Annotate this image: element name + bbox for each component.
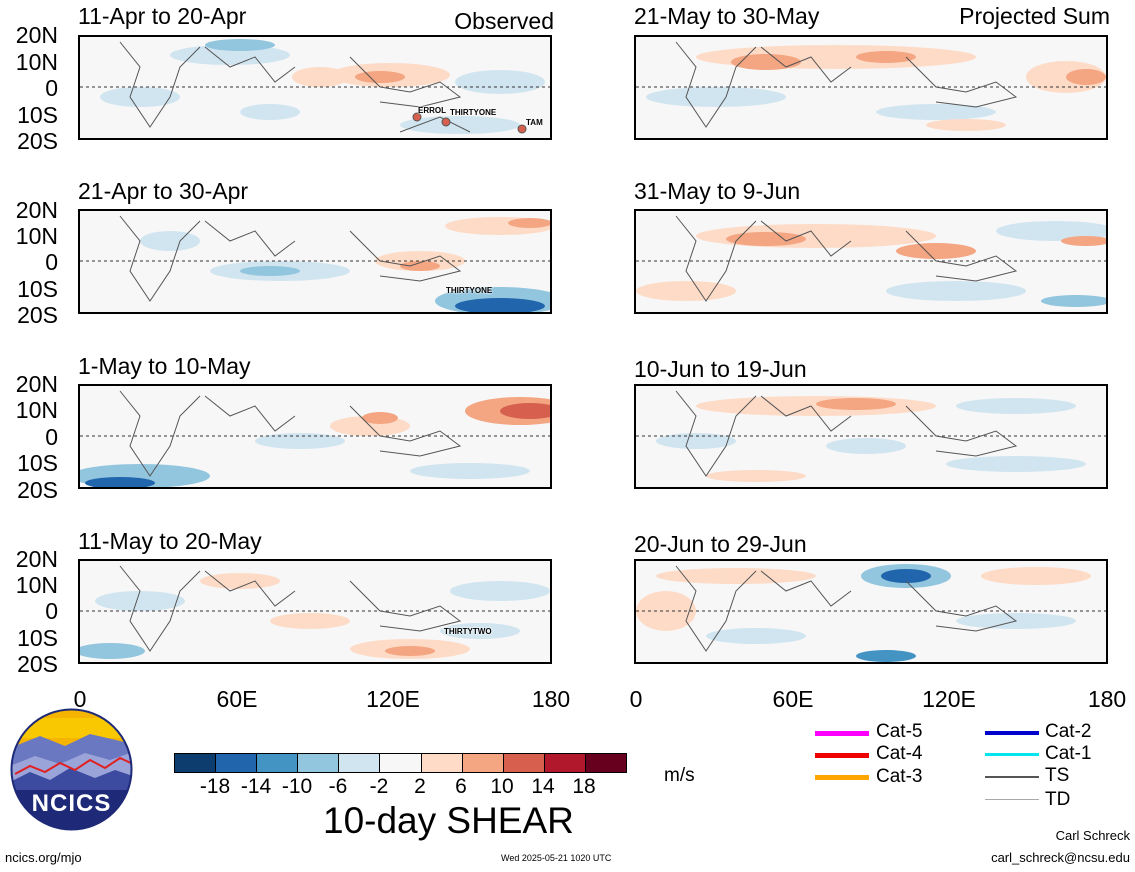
lat-label: 20N xyxy=(15,197,58,223)
lat-label: 20N xyxy=(15,371,58,397)
legend-swatch-cat2 xyxy=(985,731,1039,735)
colorbar-tick-label: -6 xyxy=(328,775,348,798)
legend-label: TS xyxy=(1045,765,1070,786)
lat-label: 0 xyxy=(45,424,58,450)
legend-swatch-cat4 xyxy=(815,753,869,758)
storm-label: THIRTYONE xyxy=(450,108,497,117)
lon-label: 0 xyxy=(629,686,643,712)
legend-label: Cat-1 xyxy=(1045,743,1092,764)
panel-label: Projected Sum xyxy=(959,3,1110,29)
colorbar-swatch xyxy=(338,754,380,772)
colorbar-tick-label: 14 xyxy=(531,775,555,798)
legend-label: Cat-4 xyxy=(876,743,923,764)
panel-title: 31-May to 9-Jun xyxy=(634,178,801,204)
storm-label: THIRTYTWO xyxy=(444,627,492,636)
colorbar-tick-label: -10 xyxy=(281,775,313,798)
lon-label: 120E xyxy=(366,686,420,712)
shear-map xyxy=(634,384,1108,489)
shear-map xyxy=(634,35,1108,140)
panel-title: 10-Jun to 19-Jun xyxy=(634,356,807,382)
colorbar-swatch xyxy=(584,754,627,772)
colorbar-title: 10-day SHEAR xyxy=(323,800,574,841)
footer-url[interactable]: ncics.org/mjo xyxy=(5,850,82,865)
lat-label: 10S xyxy=(17,450,58,476)
panel-title: 11-May to 20-May xyxy=(78,528,262,554)
shear-map xyxy=(78,384,552,489)
footer-email[interactable]: carl_schreck@ncsu.edu xyxy=(991,850,1130,865)
colorbar-swatch xyxy=(420,754,462,772)
colorbar-swatch xyxy=(502,754,544,772)
lat-label: 10S xyxy=(17,625,58,651)
colorbar-tick-label: 18 xyxy=(572,775,596,798)
lon-label: 180 xyxy=(531,686,571,712)
colorbar-tick-label: 2 xyxy=(414,775,426,798)
footer-author: Carl Schreck xyxy=(1055,828,1130,843)
shear-map xyxy=(634,209,1108,314)
legend-swatch-td xyxy=(985,799,1039,800)
lat-label: 10S xyxy=(17,102,58,128)
shear-map xyxy=(634,559,1108,664)
lat-label: 10S xyxy=(17,276,58,302)
colorbar-tick-label: -2 xyxy=(369,775,389,798)
colorbar-tick-label: -18 xyxy=(199,775,231,798)
panel-title: 21-May to 30-May xyxy=(634,3,820,29)
colorbar-swatches xyxy=(174,753,627,773)
colorbar-tick-label: 6 xyxy=(455,775,467,798)
lon-label: 120E xyxy=(922,686,976,712)
shear-map xyxy=(78,35,552,140)
shear-map xyxy=(78,209,552,314)
lat-label: 10N xyxy=(15,572,58,598)
lat-label: 20N xyxy=(15,546,58,572)
colorbar-tick-label: -14 xyxy=(240,775,272,798)
legend-label: Cat-3 xyxy=(876,766,923,787)
storm-label: ERROL xyxy=(418,106,446,115)
ncics-logo: NCICS xyxy=(10,708,133,831)
colorbar-swatch xyxy=(543,754,585,772)
lat-label: 0 xyxy=(45,75,58,101)
legend-label: Cat-5 xyxy=(876,721,923,742)
lat-label: 10N xyxy=(15,223,58,249)
colorbar-swatch xyxy=(215,754,257,772)
legend-swatch-cat1 xyxy=(985,753,1039,756)
lon-label: 0 xyxy=(73,686,87,712)
lat-label: 20S xyxy=(17,128,58,154)
panel-title: 11-Apr to 20-Apr xyxy=(78,3,247,29)
legend-swatch-ts xyxy=(985,776,1039,778)
colorbar-swatch xyxy=(175,754,216,772)
storm-label: TAM xyxy=(526,118,543,127)
panel-label: Observed xyxy=(454,8,554,34)
colorbar-swatch xyxy=(461,754,503,772)
legend-label: Cat-2 xyxy=(1045,721,1092,742)
lat-label: 20N xyxy=(15,22,58,48)
colorbar-units: m/s xyxy=(664,765,695,786)
colorbar-swatch xyxy=(379,754,421,772)
legend-swatch-cat5 xyxy=(815,731,869,736)
shear-map xyxy=(78,559,552,664)
legend-label: TD xyxy=(1045,789,1071,810)
lat-label: 20S xyxy=(17,477,58,503)
colorbar-swatch xyxy=(256,754,298,772)
lat-label: 20S xyxy=(17,651,58,677)
storm-label: THIRTYONE xyxy=(446,286,493,295)
lon-label: 60E xyxy=(772,686,814,712)
lat-label: 0 xyxy=(45,598,58,624)
lat-label: 10N xyxy=(15,49,58,75)
panel-title: 1-May to 10-May xyxy=(78,353,251,379)
legend-swatch-cat3 xyxy=(815,775,869,780)
lon-label: 60E xyxy=(216,686,258,712)
footer-timestamp: Wed 2025-05-21 1020 UTC xyxy=(501,853,612,863)
panel-title: 21-Apr to 30-Apr xyxy=(78,178,249,204)
lat-label: 10N xyxy=(15,397,58,423)
logo-text: NCICS xyxy=(31,790,112,817)
panel-title: 20-Jun to 29-Jun xyxy=(634,531,807,557)
lat-label: 0 xyxy=(45,249,58,275)
lat-label: 20S xyxy=(17,302,58,328)
colorbar-tick-label: 10 xyxy=(490,775,514,798)
colorbar-swatch xyxy=(297,754,339,772)
lon-label: 180 xyxy=(1087,686,1127,712)
